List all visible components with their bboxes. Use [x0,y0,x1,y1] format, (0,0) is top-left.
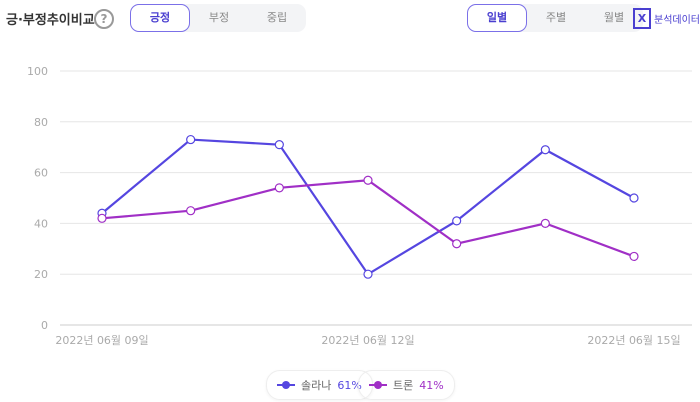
data-point [186,134,196,145]
analysis-data-link[interactable]: X 분석데이터 [633,8,700,29]
tab-positive[interactable]: 긍정 [130,4,190,32]
y-tick-label: 20 [34,268,48,281]
y-tick-label: 80 [34,116,48,129]
legend-share: 61% [337,378,362,392]
tab-negative[interactable]: 부정 [208,11,230,24]
legend-item-solana[interactable]: 솔라나 61% [266,370,373,400]
sentiment-tabs: 긍정 부정 중립 [130,4,306,32]
data-point [97,213,107,223]
data-point [274,140,284,150]
data-point [186,206,196,216]
data-point [363,269,373,279]
excel-icon: X [633,8,651,29]
tab-monthly[interactable]: 월별 [603,11,625,24]
data-point [452,239,462,249]
tab-daily[interactable]: 일별 [467,4,527,32]
legend-item-tron[interactable]: 트론 41% [358,370,455,400]
data-point [274,183,284,193]
series-line [101,179,635,258]
help-icon[interactable]: ? [94,9,114,29]
data-point [363,175,373,185]
legend-label: 솔라나 [301,379,332,392]
analysis-data-label: 분석데이터 [654,15,700,26]
y-tick-label: 60 [34,167,48,180]
legend-marker-icon [277,381,295,389]
x-tick-label: 2022년 06월 12일 [321,333,414,347]
period-tabs: 일별 주별 월별 [467,4,643,32]
y-tick-label: 0 [41,319,48,332]
data-point [540,145,550,155]
series-line [101,138,635,276]
chart-title: 긍·부정추이비교 [6,13,95,28]
tab-neutral[interactable]: 중립 [266,11,288,24]
x-tick-label: 2022년 06월 09일 [55,333,148,347]
data-point [540,218,550,228]
data-point [629,193,639,203]
legend-share: 41% [419,378,444,392]
legend-label: 트론 [393,379,414,392]
data-point [629,251,639,262]
tab-weekly[interactable]: 주별 [545,11,567,24]
y-tick-label: 100 [27,65,48,78]
y-tick-label: 40 [34,217,48,230]
legend-marker-icon [369,381,387,389]
x-tick-label: 2022년 06월 15일 [587,333,680,347]
data-point [452,216,462,226]
